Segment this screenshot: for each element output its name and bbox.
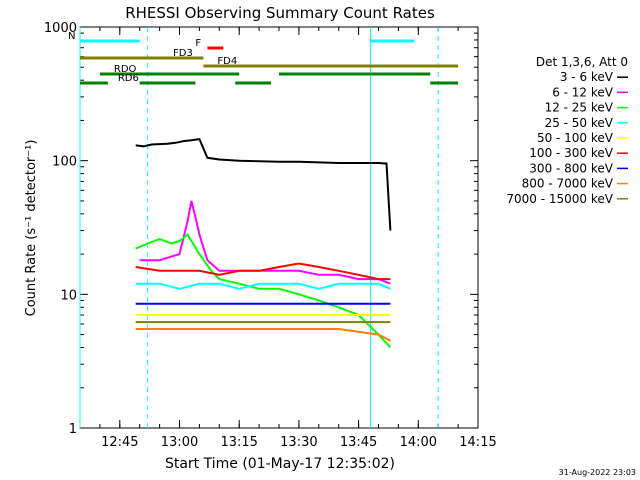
y-tick-label: 1 (69, 422, 77, 437)
series-line (135, 137, 392, 231)
series-line (135, 282, 391, 290)
legend-title: Det 1,3,6, Att 0 (536, 55, 628, 69)
chart-title: RHESSI Observing Summary Count Rates (125, 4, 435, 22)
series-line (139, 200, 391, 285)
flag-bar-label: FD3 (173, 48, 193, 59)
legend-entry-label: 3 - 6 keV (560, 70, 614, 84)
x-tick-label: 14:15 (459, 435, 496, 450)
y-tick-label: 10 (60, 288, 77, 303)
x-tick-label: 13:15 (220, 435, 257, 450)
y-tick-label: 100 (52, 155, 77, 170)
x-axis-label: Start Time (01-May-17 12:35:02) (165, 456, 395, 472)
x-tick-label: 13:45 (340, 435, 377, 450)
legend-entry-label: 25 - 50 keV (545, 116, 614, 130)
flag-bar-label: RDO (114, 64, 137, 75)
y-tick-label: 1000 (44, 21, 77, 36)
x-tick-label: 13:30 (280, 435, 317, 450)
timestamp-label: 31-Aug-2022 23:03 (559, 468, 636, 477)
flag-bar-label: F (195, 38, 201, 49)
y-axis-label: Count Rate (s⁻¹ detector⁻¹) (24, 140, 39, 317)
series-line (135, 262, 391, 281)
x-tick-label: 13:00 (161, 435, 198, 450)
series-line (135, 328, 391, 342)
x-tick-label: 14:00 (400, 435, 437, 450)
legend-entry-label: 6 - 12 keV (552, 85, 614, 99)
x-tick-label: 12:45 (101, 435, 138, 450)
plot-area: 1 10 100 1000 12:45 13:00 13:15 13:30 13:45 14:00… (44, 21, 497, 450)
flag-bar-label: RD6 (118, 73, 139, 84)
legend-entry-label: 50 - 100 keV (537, 131, 614, 145)
legend-entry-label: 300 - 800 keV (529, 161, 613, 175)
flag-bar-label: FD4 (217, 56, 237, 67)
legend-entry-label: 800 - 7000 keV (522, 177, 614, 191)
series-line (135, 233, 392, 349)
legend-entry-label: 12 - 25 keV (545, 101, 614, 115)
plot-frame (79, 26, 479, 429)
legend-entry-label: 100 - 300 keV (529, 146, 613, 160)
flag-bar-label: N (68, 31, 75, 42)
legend-entry-label: 7000 - 15000 keV (506, 192, 613, 206)
